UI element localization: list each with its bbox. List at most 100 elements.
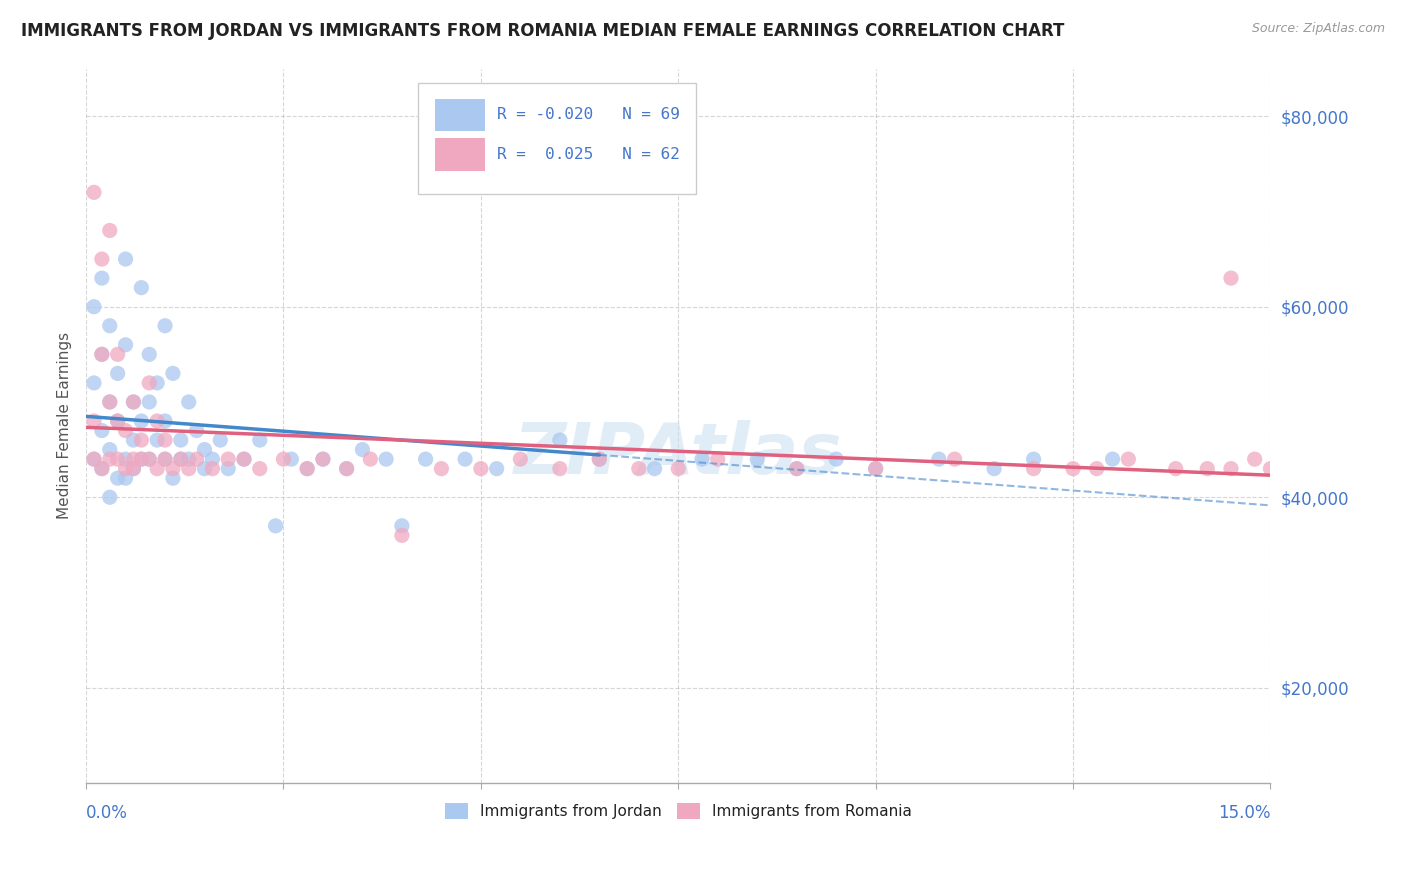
Y-axis label: Median Female Earnings: Median Female Earnings xyxy=(58,332,72,519)
Point xyxy=(201,452,224,467)
Point xyxy=(336,461,359,475)
Point xyxy=(122,452,145,467)
Point xyxy=(153,414,176,428)
Point xyxy=(83,452,105,467)
Point xyxy=(114,452,136,467)
Point xyxy=(1260,461,1282,475)
Point xyxy=(280,452,302,467)
Point xyxy=(131,280,153,294)
Point xyxy=(1220,271,1243,285)
Point xyxy=(295,461,318,475)
Point xyxy=(1220,461,1243,475)
Point xyxy=(114,424,136,438)
Text: 15.0%: 15.0% xyxy=(1218,805,1271,822)
Point xyxy=(162,367,184,381)
Point xyxy=(825,452,848,467)
Point xyxy=(509,452,531,467)
Point xyxy=(177,395,200,409)
Point xyxy=(122,433,145,447)
Point xyxy=(295,461,318,475)
Point xyxy=(454,452,477,467)
Point xyxy=(114,338,136,352)
Legend: Immigrants from Jordan, Immigrants from Romania: Immigrants from Jordan, Immigrants from … xyxy=(439,797,918,825)
Point xyxy=(415,452,437,467)
Point xyxy=(1062,461,1084,475)
Point xyxy=(273,452,295,467)
Point xyxy=(186,424,208,438)
Point xyxy=(90,271,112,285)
FancyBboxPatch shape xyxy=(436,98,485,131)
Point xyxy=(131,414,153,428)
Point xyxy=(114,471,136,485)
Point xyxy=(122,461,145,475)
Point xyxy=(138,452,160,467)
Point xyxy=(1299,557,1322,571)
Point xyxy=(107,347,129,361)
Point xyxy=(114,252,136,266)
Point xyxy=(217,452,239,467)
Point xyxy=(312,452,335,467)
Point xyxy=(83,452,105,467)
Point xyxy=(107,414,129,428)
Point xyxy=(98,318,121,333)
Point xyxy=(83,186,105,200)
Point xyxy=(146,414,169,428)
Point xyxy=(391,518,413,533)
Point xyxy=(122,395,145,409)
Point xyxy=(1275,461,1298,475)
Point xyxy=(928,452,950,467)
Point xyxy=(170,452,193,467)
Point xyxy=(98,452,121,467)
Point xyxy=(1022,452,1045,467)
Point xyxy=(186,452,208,467)
Point xyxy=(943,452,966,467)
Point xyxy=(146,433,169,447)
Point xyxy=(706,452,728,467)
Point xyxy=(1085,461,1108,475)
Point xyxy=(170,452,193,467)
Point xyxy=(391,528,413,542)
Point xyxy=(153,433,176,447)
Point xyxy=(90,347,112,361)
Text: R = -0.020   N = 69: R = -0.020 N = 69 xyxy=(498,107,681,122)
Point xyxy=(107,367,129,381)
Point xyxy=(1164,461,1187,475)
Text: 0.0%: 0.0% xyxy=(86,805,128,822)
Point xyxy=(644,461,666,475)
Point xyxy=(90,252,112,266)
Point xyxy=(193,461,215,475)
Point xyxy=(153,318,176,333)
Point xyxy=(690,452,713,467)
Point xyxy=(83,414,105,428)
Point xyxy=(352,442,374,457)
Text: IMMIGRANTS FROM JORDAN VS IMMIGRANTS FROM ROMANIA MEDIAN FEMALE EARNINGS CORRELA: IMMIGRANTS FROM JORDAN VS IMMIGRANTS FRO… xyxy=(21,22,1064,40)
Point xyxy=(588,452,610,467)
Point xyxy=(865,461,887,475)
Point xyxy=(107,452,129,467)
Text: R =  0.025   N = 62: R = 0.025 N = 62 xyxy=(498,147,681,161)
Point xyxy=(83,376,105,390)
Point xyxy=(359,452,381,467)
Point xyxy=(1022,461,1045,475)
Point xyxy=(1101,452,1123,467)
Point xyxy=(1118,452,1140,467)
Point xyxy=(312,452,335,467)
Point xyxy=(153,452,176,467)
Text: ZIPAtlas: ZIPAtlas xyxy=(515,420,842,489)
Point xyxy=(336,461,359,475)
Point xyxy=(98,490,121,504)
FancyBboxPatch shape xyxy=(436,138,485,170)
Point xyxy=(193,442,215,457)
Point xyxy=(747,452,769,467)
Point xyxy=(177,452,200,467)
Point xyxy=(107,414,129,428)
Point xyxy=(786,461,808,475)
Point xyxy=(249,433,271,447)
Point xyxy=(122,395,145,409)
Point xyxy=(548,461,571,475)
Point xyxy=(470,461,492,475)
Point xyxy=(170,433,193,447)
Point xyxy=(627,461,650,475)
Point xyxy=(201,461,224,475)
Point xyxy=(122,461,145,475)
